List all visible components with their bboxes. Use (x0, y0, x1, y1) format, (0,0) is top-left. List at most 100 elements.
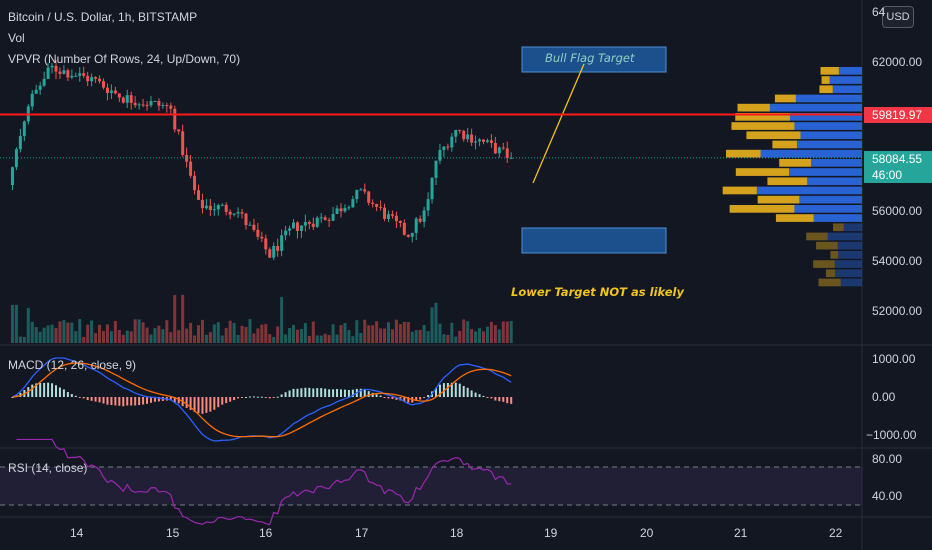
vpvr-up-bar (811, 159, 862, 167)
volume-bar (18, 336, 22, 343)
macd-histogram-bar (446, 383, 449, 397)
volume-bar (295, 329, 299, 343)
candle-body (220, 204, 224, 206)
volume-bar (94, 333, 98, 343)
candle-body (66, 70, 70, 78)
candle-body (462, 130, 466, 140)
currency-button[interactable]: USD (882, 6, 914, 28)
vpvr-up-bar (789, 168, 862, 176)
macd-histogram-bar (304, 387, 307, 397)
candle-body (208, 205, 212, 211)
volume-bar (383, 328, 387, 343)
candle-body (145, 104, 149, 106)
candle-body (351, 199, 355, 208)
vpvr-down-bar (819, 85, 833, 94)
volume-bar (422, 325, 426, 343)
candle-body (193, 175, 197, 191)
volume-bar (307, 335, 311, 343)
macd-histogram-bar (466, 387, 469, 397)
macd-histogram-bar (454, 382, 457, 397)
vpvr-indicator-label: VPVR (Number Of Rows, 24, Up/Down, 70) (8, 52, 241, 66)
volume-bar (38, 331, 42, 343)
volume-bar (54, 328, 58, 343)
volume-bar (438, 323, 442, 343)
volume-bar (26, 308, 30, 343)
volume-bar (86, 324, 90, 343)
candle-body (256, 229, 260, 237)
volume-bar (430, 307, 434, 343)
vpvr-up-bar (834, 260, 862, 268)
vpvr-up-bar (794, 122, 862, 130)
macd-histogram-bar (74, 395, 77, 397)
candle-body (260, 236, 264, 239)
volume-bar (90, 320, 94, 343)
candle-body (141, 104, 145, 106)
macd-histogram-bar (98, 397, 101, 403)
volume-bar (367, 325, 371, 343)
volume-bar (117, 329, 121, 343)
candle-body (121, 97, 125, 103)
volume-bar (489, 321, 493, 343)
candle-body (375, 203, 379, 207)
candle-body (509, 157, 513, 159)
volume-bar (165, 320, 169, 343)
candle-body (78, 73, 82, 76)
macd-histogram-bar (82, 397, 85, 399)
macd-histogram-bar (11, 397, 14, 398)
macd-histogram-bar (363, 389, 366, 397)
volume-bar (482, 331, 485, 343)
candle-body (248, 224, 252, 226)
bull-flag-target-label: Bull Flag Target (545, 51, 635, 65)
macd-histogram-bar (328, 389, 331, 397)
macd-histogram-bar (55, 385, 57, 397)
volume-bar (260, 324, 264, 343)
rsi-line (16, 438, 512, 526)
candle-body (292, 222, 295, 229)
volume-bar (121, 334, 125, 343)
volume-bar (177, 330, 181, 343)
candle-body (228, 211, 232, 215)
rsi-tick-80: 80.00 (872, 452, 903, 466)
candle-body (42, 78, 46, 86)
macd-histogram-bar (415, 397, 418, 401)
volume-bar (343, 323, 347, 343)
candle-body (430, 177, 434, 200)
candle-body (383, 207, 387, 219)
projection-line (532, 63, 585, 184)
macd-histogram-bar (474, 392, 477, 397)
macd-histogram-bar (260, 396, 263, 398)
macd-histogram-bar (169, 397, 172, 401)
macd-histogram-bar (209, 397, 212, 412)
candle-body (470, 134, 474, 143)
volume-indicator-label: Vol (8, 31, 25, 45)
volume-bar (327, 335, 331, 343)
volume-bar (276, 326, 280, 343)
macd-histogram-bar (86, 397, 89, 401)
candle-body (264, 238, 268, 250)
macd-histogram-bar (205, 397, 208, 413)
macd-histogram-bar (58, 387, 61, 397)
vpvr-down-bar (806, 232, 828, 241)
candle-body (482, 139, 485, 142)
volume-bar (141, 322, 145, 343)
macd-histogram-bar (427, 395, 430, 397)
vpvr-down-bar (779, 159, 812, 167)
macd-histogram-bar (237, 397, 240, 399)
time-label-22: 22 (829, 526, 843, 540)
macd-histogram-bar (391, 397, 394, 400)
candle-body (204, 205, 208, 209)
candle-body (315, 217, 319, 227)
volume-bar (450, 322, 454, 343)
volume-bar (62, 320, 66, 343)
macd-histogram-bar (300, 388, 303, 397)
macd-histogram-bar (217, 397, 220, 408)
time-label-15: 15 (166, 526, 180, 540)
candle-body (450, 136, 454, 148)
candle-body (153, 100, 157, 102)
volume-bar (264, 324, 268, 343)
volume-bar (232, 322, 236, 343)
volume-bar (375, 321, 379, 343)
candle-body (30, 93, 34, 107)
macd-histogram-bar (387, 397, 390, 399)
macd-histogram-bar (435, 387, 437, 397)
